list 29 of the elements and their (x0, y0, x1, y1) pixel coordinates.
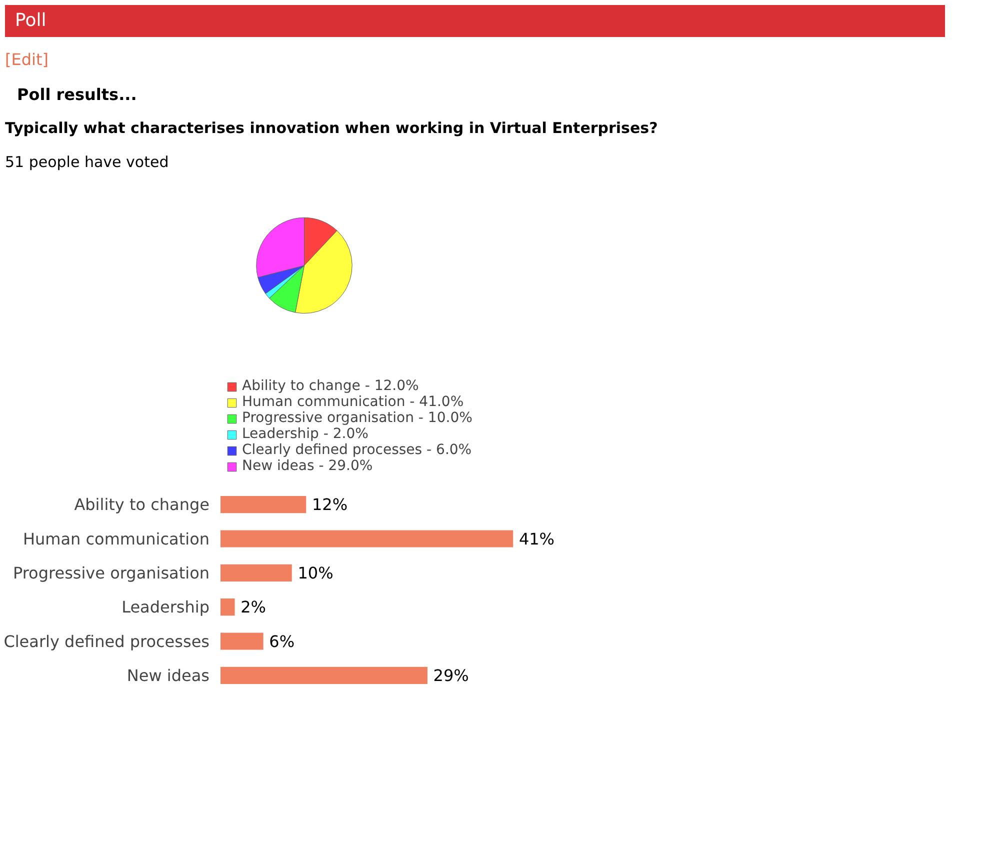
text: [Edit] (5, 48, 48, 71)
data-label: 41% (518, 529, 555, 548)
bar (220, 530, 514, 548)
y-tick-label: Clearly defined processes (4, 632, 210, 651)
bar (220, 632, 264, 650)
bar (220, 667, 428, 684)
legend-label: Human communication - 41.0% (242, 394, 464, 410)
text: Poll results... (17, 84, 137, 106)
data-label: 12% (312, 495, 348, 514)
chart-title: Typically what characterises innovation when working in Virtual Enterprises? (5, 118, 658, 140)
legend-label: New ideas - 29.0% (242, 458, 373, 474)
data-label: 2% (240, 598, 266, 617)
bar (220, 496, 306, 514)
data-label: 10% (298, 564, 334, 583)
legend-label: Ability to change - 12.0% (242, 378, 419, 394)
data-label: 29% (433, 666, 469, 686)
text: Poll (15, 9, 46, 33)
data-label: 6% (269, 632, 295, 651)
legend-label: Clearly defined processes - 6.0% (242, 442, 472, 458)
text: 51 people have voted (5, 152, 169, 173)
bar (220, 564, 292, 582)
y-tick-label: Human communication (22, 529, 210, 548)
y-tick-label: New ideas (126, 666, 210, 686)
bar (220, 598, 235, 616)
y-tick-label: Leadership (122, 598, 210, 617)
y-tick-label: Ability to change (74, 495, 210, 514)
legend-label: Leadership - 2.0% (242, 426, 368, 442)
legend-label: Progressive organisation - 10.0% (242, 410, 472, 426)
y-tick-label: Progressive organisation (12, 564, 210, 583)
